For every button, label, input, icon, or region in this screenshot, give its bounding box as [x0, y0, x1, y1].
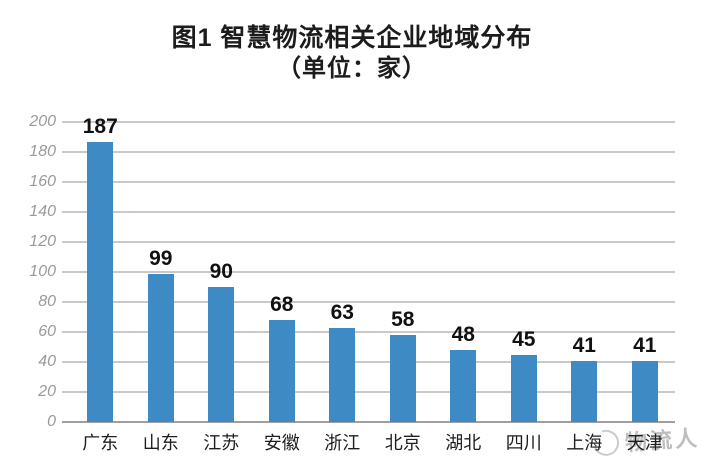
y-tick-label: 20	[38, 383, 56, 400]
y-tick-label: 120	[29, 233, 56, 250]
bar-value-label: 48	[451, 323, 475, 346]
x-tick-label: 广东	[82, 433, 119, 453]
x-tick-label: 北京	[384, 433, 421, 453]
gridline	[62, 391, 675, 393]
x-tick-label: 安徽	[263, 433, 300, 453]
bar	[571, 360, 598, 422]
bar	[329, 327, 356, 422]
gridline	[62, 241, 675, 243]
y-tick-label: 200	[29, 113, 56, 130]
y-tick-label: 0	[47, 413, 56, 430]
gridline	[62, 151, 675, 153]
bar	[268, 320, 295, 422]
gridline	[62, 271, 675, 273]
bar-value-label: 187	[82, 114, 118, 138]
x-tick-label: 上海	[566, 433, 603, 453]
x-tick-label: 山东	[142, 433, 179, 453]
y-tick-label: 40	[38, 353, 56, 370]
chart-title: 图1 智慧物流相关企业地域分布	[171, 24, 533, 52]
bar	[510, 354, 537, 422]
gridline	[62, 361, 675, 363]
x-tick-label: 天津	[626, 433, 663, 453]
bar-value-label: 41	[633, 333, 657, 357]
bar-value-label: 58	[391, 308, 415, 331]
bar	[208, 287, 235, 422]
x-tick-label: 四川	[505, 433, 542, 453]
x-tick-label: 浙江	[324, 433, 361, 453]
chart-subtitle: （单位：家）	[277, 55, 427, 82]
bar-value-label: 63	[330, 300, 354, 324]
gridline	[62, 301, 675, 303]
bar-value-label: 68	[270, 293, 294, 316]
y-tick-label: 140	[29, 203, 56, 220]
gridline	[62, 331, 675, 333]
title-block: 图1 智慧物流相关企业地域分布 （单位：家）	[0, 22, 704, 84]
y-tick-label: 160	[29, 173, 56, 190]
x-tick-label: 湖北	[445, 433, 482, 453]
bar	[389, 335, 416, 422]
x-tick-label: 江苏	[203, 433, 240, 453]
x-axis-line	[62, 421, 675, 423]
bar	[631, 360, 658, 422]
bar-value-label: 45	[512, 327, 536, 351]
bar	[87, 141, 114, 422]
gridline	[62, 181, 675, 183]
bar-value-label: 99	[149, 246, 173, 270]
bar-value-label: 90	[209, 260, 233, 283]
gridline	[62, 121, 675, 123]
gridline	[62, 211, 675, 213]
bar-value-label: 41	[572, 333, 596, 357]
bar	[147, 273, 174, 422]
y-tick-label: 100	[29, 263, 56, 280]
y-tick-label: 80	[38, 293, 56, 310]
y-tick-label: 60	[38, 323, 56, 340]
y-tick-label: 180	[29, 143, 56, 160]
bar	[450, 350, 477, 422]
